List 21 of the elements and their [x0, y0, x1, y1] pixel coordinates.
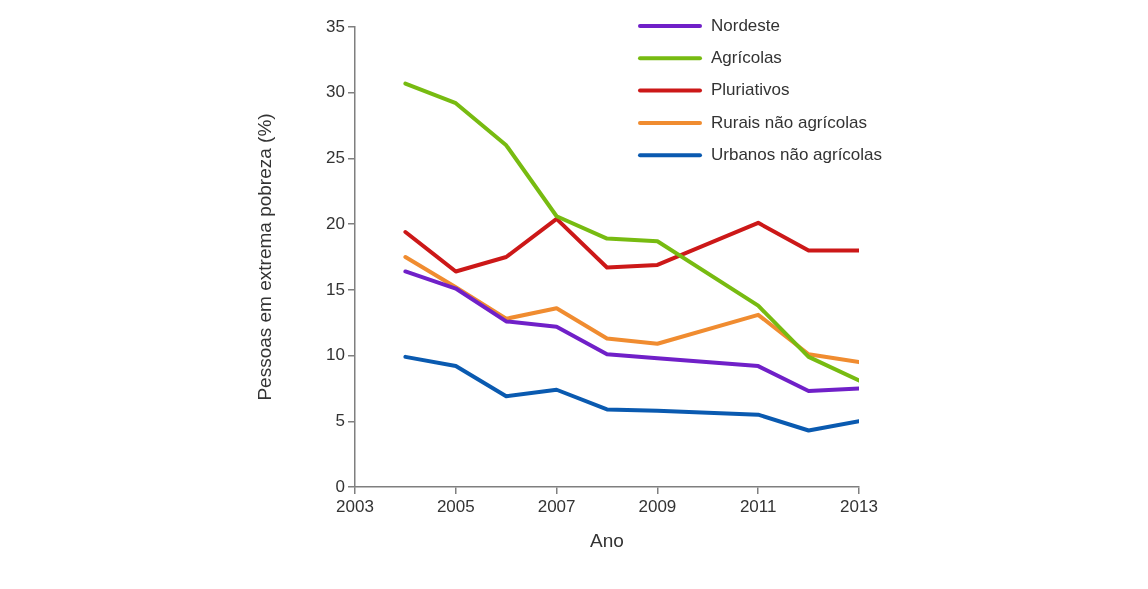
legend-label: Agrícolas — [711, 47, 782, 67]
y-tick-label: 35 — [326, 16, 345, 36]
y-tick-label: 0 — [335, 476, 345, 496]
x-tick-label: 2005 — [436, 496, 475, 516]
legend-label: Pluriativos — [711, 80, 790, 100]
y-axis-title: Pessoas em extrema pobreza (%) — [253, 113, 275, 401]
legend-label: Rurais não agrícolas — [711, 112, 867, 132]
y-tick-label: 25 — [326, 148, 345, 168]
x-tick-label: 2011 — [739, 496, 777, 516]
y-tick-label: 20 — [326, 213, 345, 233]
y-tick-label: 30 — [326, 82, 345, 102]
x-tick-label: 2013 — [840, 496, 878, 516]
x-axis-title: Ano — [590, 529, 624, 551]
x-tick-label: 2009 — [638, 496, 677, 516]
legend-label: Nordeste — [711, 15, 780, 35]
y-tick-label: 10 — [326, 345, 345, 365]
legend-label: Urbanos não agrícolas — [711, 144, 883, 164]
y-tick-label: 5 — [335, 410, 345, 430]
y-tick-label: 15 — [326, 279, 345, 299]
x-tick-label: 2007 — [537, 496, 576, 516]
x-tick-label: 2003 — [336, 496, 374, 516]
